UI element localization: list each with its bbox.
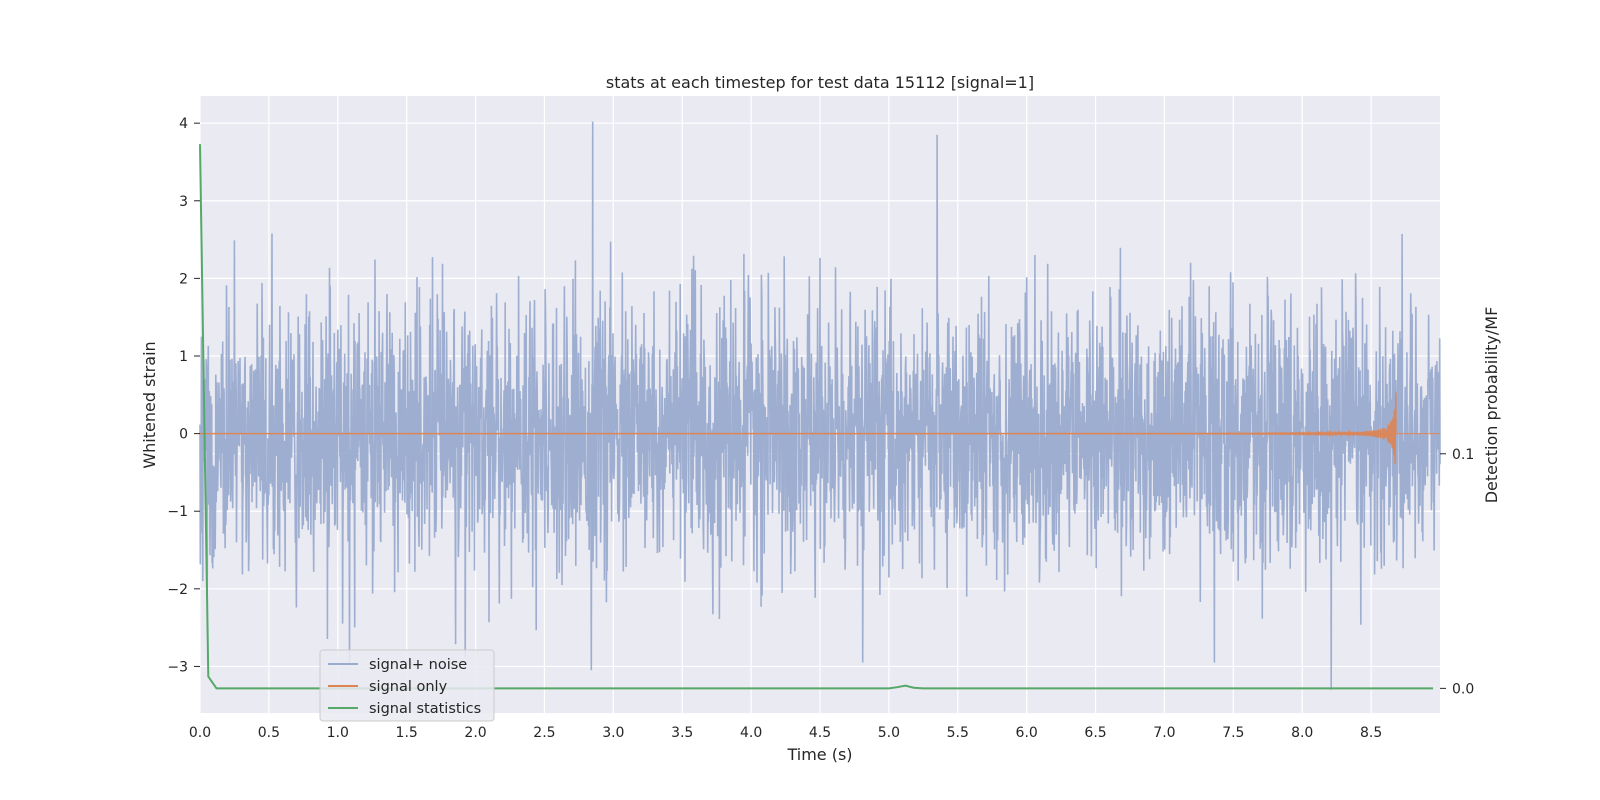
x-tick-label: 8.0: [1291, 725, 1313, 741]
y-axis-title: Whitened strain: [140, 341, 159, 468]
y2-axis-title: Detection probability/MF: [1482, 307, 1501, 504]
y-axis-ticks: −3 −2 −1 0 1 2 3 4: [167, 116, 200, 675]
y-tick-label: 0: [179, 427, 188, 443]
y-tick-label: 3: [179, 194, 188, 210]
x-tick-label: 2.0: [464, 725, 486, 741]
chart-title: stats at each timestep for test data 151…: [606, 73, 1034, 92]
legend-box: [319, 649, 495, 722]
x-tick-label: 6.0: [1016, 725, 1038, 741]
y2-axis-ticks: 0.0 0.1: [1440, 447, 1474, 697]
x-tick-label: 7.0: [1153, 725, 1175, 741]
y-tick-label: 4: [179, 116, 188, 132]
legend-label-signal-statistics: signal statistics: [369, 701, 481, 717]
x-tick-label: 0.5: [258, 725, 280, 741]
y-tick-label: −2: [167, 582, 188, 598]
legend: signal+ noise signal only signal statist…: [319, 649, 495, 722]
y-tick-label: 1: [179, 349, 188, 365]
signal-statistics-line: [199, 144, 1434, 690]
x-tick-label: 6.5: [1084, 725, 1106, 741]
x-tick-label: 3.5: [671, 725, 693, 741]
x-tick-label: 1.5: [396, 725, 418, 741]
signal-noise-line: [199, 121, 1441, 690]
series-signal-only: [200, 391, 1440, 464]
x-tick-label: 7.5: [1222, 725, 1244, 741]
x-tick-label: 3.0: [602, 725, 624, 741]
x-tick-label: 0.0: [189, 725, 211, 741]
series-signal-noise: [199, 121, 1441, 690]
x-tick-label: 1.0: [327, 725, 349, 741]
x-tick-label: 4.5: [809, 725, 831, 741]
x-axis-ticks: 0.0 0.5 1.0 1.5 2.0 2.5 3.0 3.5 4.0 4.5 5.0 5.5 6.0 6…: [189, 725, 1382, 741]
legend-label-signal-noise: signal+ noise: [369, 657, 467, 673]
x-tick-label: 5.0: [878, 725, 900, 741]
x-tick-label: 4.0: [740, 725, 762, 741]
x-axis-title: Time (s): [786, 745, 852, 764]
x-tick-label: 5.5: [947, 725, 969, 741]
x-tick-label: 2.5: [533, 725, 555, 741]
y-tick-label: −1: [167, 504, 188, 520]
y-tick-label: 2: [179, 271, 188, 287]
x-tick-label: 8.5: [1360, 725, 1382, 741]
y2-tick-label: 0.0: [1452, 681, 1474, 697]
series-signal-statistics: [199, 144, 1434, 690]
legend-label-signal-only: signal only: [369, 679, 448, 695]
y2-tick-label: 0.1: [1452, 447, 1474, 463]
y-tick-label: −3: [167, 659, 188, 675]
